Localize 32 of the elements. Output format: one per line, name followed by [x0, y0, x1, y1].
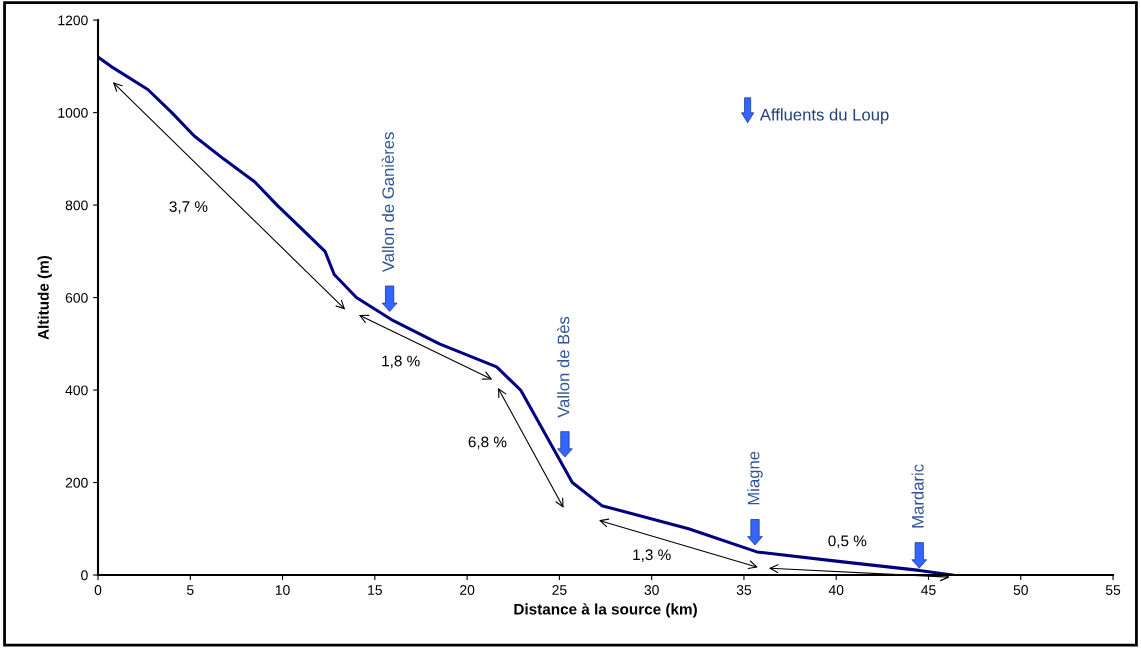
annotation: 3,7 %: [169, 201, 208, 214]
annotation: Miagne: [747, 451, 763, 505]
line-series: [98, 55, 955, 576]
y-tick-label: 400: [65, 385, 88, 396]
annotation: Mardaric: [911, 464, 924, 528]
x-tick-label: 35: [736, 585, 752, 595]
y-tick-label: 200: [65, 477, 88, 488]
x-tick-label: 0: [94, 585, 102, 595]
annotation: 1,8 %: [382, 355, 420, 369]
x-tick-label: 30: [644, 585, 659, 595]
y-tick-label: 600: [65, 292, 88, 303]
x-axis-title: Distance à la source (km): [514, 603, 697, 618]
x-tick-label: 50: [1013, 585, 1028, 595]
x-tick-label: 40: [828, 585, 844, 595]
x-tick-label: 45: [921, 585, 936, 595]
x-tick-label: 10: [275, 585, 290, 595]
y-tick-label: 1200: [58, 15, 88, 26]
x-tick-label: 15: [368, 585, 382, 595]
x-tick-label: 55: [1105, 585, 1121, 595]
x-tick-label: 5: [186, 585, 194, 595]
x-tick-label: 20: [460, 585, 475, 595]
y-axis-title: Altitude (m): [37, 255, 52, 340]
annotation: Affluents du Loup: [759, 108, 889, 124]
y-tick-label: 1000: [58, 107, 88, 118]
annotation: 1,3 %: [633, 549, 671, 562]
annotation: Vallon de Bès: [556, 316, 570, 418]
y-tick-label: 0: [81, 570, 88, 581]
x-tick-label: 25: [552, 585, 567, 595]
annotation: 0,5 %: [828, 535, 867, 549]
annotation: Vallon de Ganières: [381, 132, 395, 273]
annotation: 6,8 %: [468, 436, 507, 450]
y-tick-label: 800: [65, 200, 88, 211]
